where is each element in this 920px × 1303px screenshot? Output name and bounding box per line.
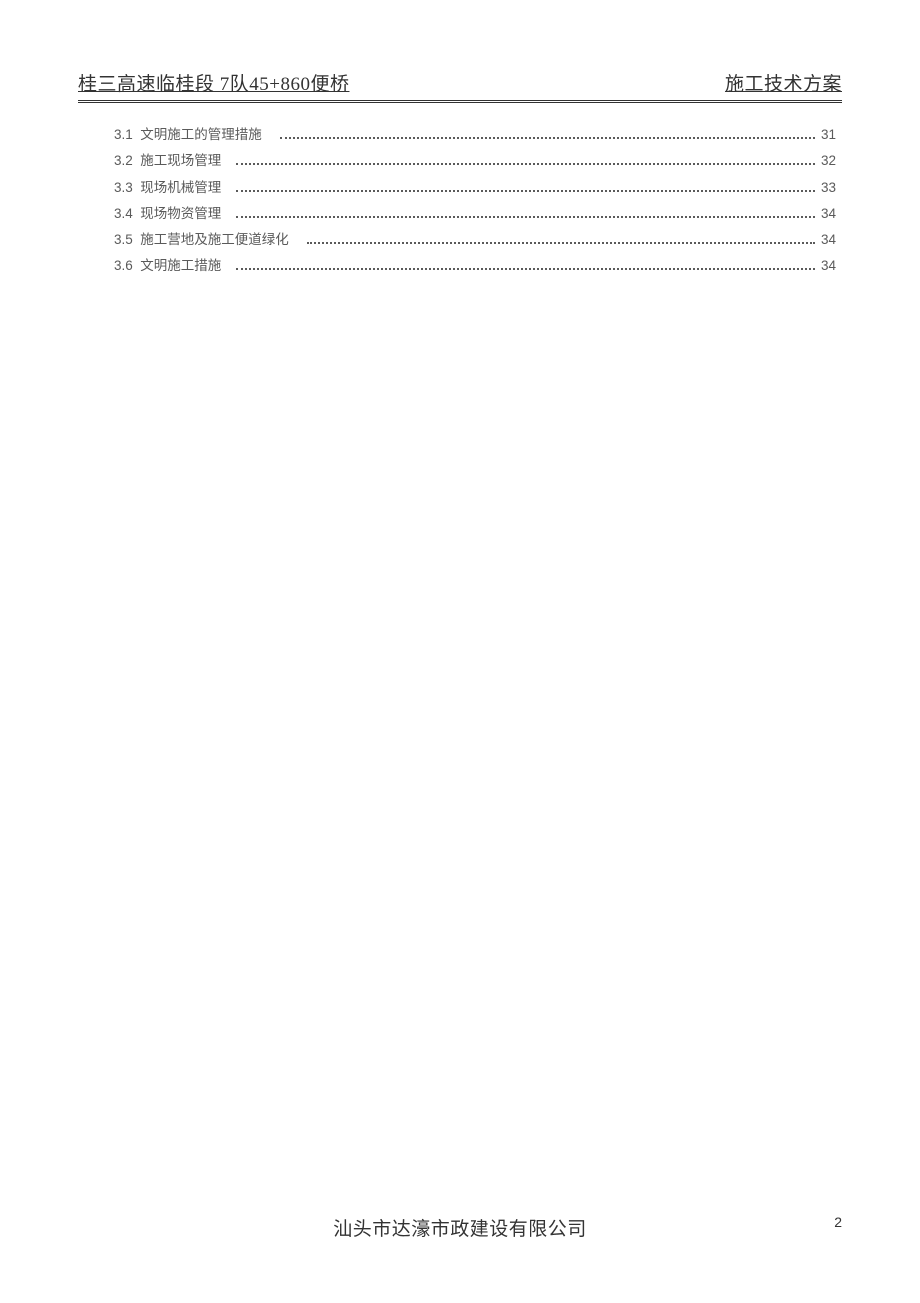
toc-entry-number: 3.2 [114, 151, 140, 171]
toc-entry-page: 33 [819, 178, 836, 198]
toc-entry-title: 文明施工措施 [140, 256, 228, 276]
toc-entry-title: 施工营地及施工便道绿化 [140, 230, 299, 250]
toc-entry-page: 31 [819, 125, 836, 145]
toc-entry-title: 施工现场管理 [140, 151, 228, 171]
header-left-text: 桂三高速临桂段 7队45+860便桥 [78, 69, 349, 96]
page-footer: 汕头市达濠市政建设有限公司 2 [0, 1214, 920, 1241]
toc-entry: 3.4 现场物资管理 34 [114, 204, 836, 224]
toc-entry-leader-dots [236, 216, 815, 218]
toc-entry-title: 现场物资管理 [140, 204, 228, 224]
page-header: 桂三高速临桂段 7队45+860便桥 施工技术方案 [78, 69, 842, 103]
toc-entry-number: 3.4 [114, 204, 140, 224]
footer-page-number: 2 [834, 1214, 842, 1230]
toc-entry-title: 文明施工的管理措施 [140, 125, 272, 145]
header-right-text: 施工技术方案 [725, 69, 842, 96]
toc-entry-page: 34 [819, 204, 836, 224]
toc-entry-leader-dots [236, 190, 815, 192]
toc-entry: 3.3 现场机械管理 33 [114, 178, 836, 198]
toc-entry-title: 现场机械管理 [140, 178, 228, 198]
footer-company-name: 汕头市达濠市政建设有限公司 [333, 1214, 587, 1241]
toc-entry-number: 3.1 [114, 125, 140, 145]
toc-entry: 3.2 施工现场管理 32 [114, 151, 836, 171]
toc-entry-number: 3.5 [114, 230, 140, 250]
toc-entry-page: 34 [819, 256, 836, 276]
toc-entry-leader-dots [236, 268, 815, 270]
toc-entry-leader-dots [307, 242, 815, 244]
page-container: 桂三高速临桂段 7队45+860便桥 施工技术方案 3.1 文明施工的管理措施 … [0, 0, 920, 1303]
toc-entry: 3.5 施工营地及施工便道绿化 34 [114, 230, 836, 250]
table-of-contents: 3.1 文明施工的管理措施 31 3.2 施工现场管理 32 3.3 现场机械管理 … [78, 125, 842, 277]
toc-entry: 3.1 文明施工的管理措施 31 [114, 125, 836, 145]
toc-entry-leader-dots [236, 163, 815, 165]
toc-entry-page: 32 [819, 151, 836, 171]
toc-entry: 3.6 文明施工措施 34 [114, 256, 836, 276]
toc-entry-number: 3.6 [114, 256, 140, 276]
toc-entry-leader-dots [280, 137, 815, 139]
toc-entry-number: 3.3 [114, 178, 140, 198]
toc-entry-page: 34 [819, 230, 836, 250]
